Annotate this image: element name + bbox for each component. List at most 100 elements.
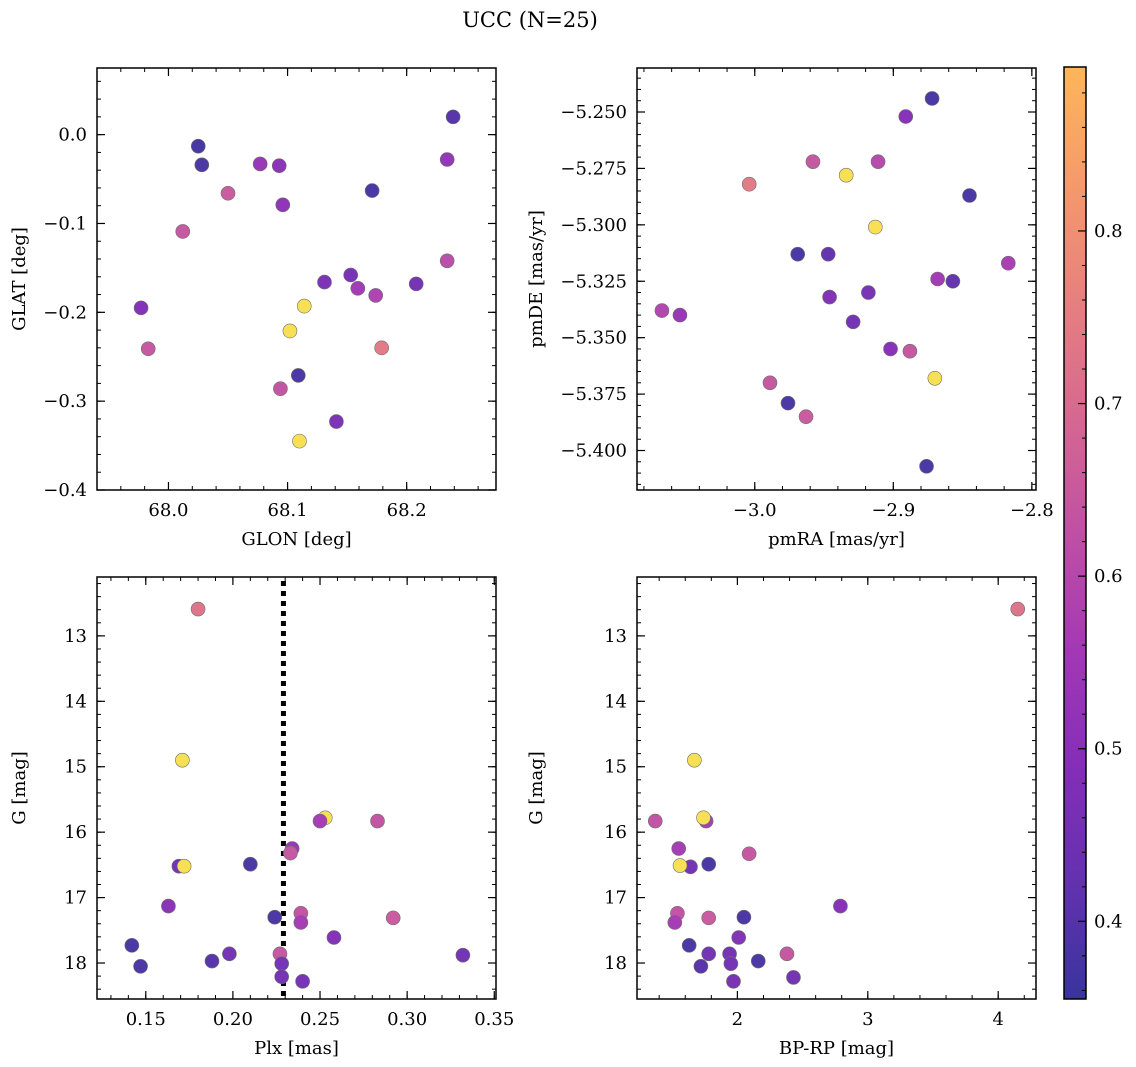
y-tick-label: 15 xyxy=(64,757,87,778)
data-point xyxy=(919,459,934,474)
data-point xyxy=(368,288,384,303)
data-point xyxy=(175,224,191,239)
data-point xyxy=(902,343,918,359)
figure-title: UCC (N=25) xyxy=(462,8,598,32)
data-point xyxy=(672,307,688,323)
data-point xyxy=(271,158,287,174)
data-point xyxy=(731,930,747,945)
scatter-panel-1: 68.0 68.1 68.2 −0.4 −0.3 −0.2 −0.1 0.0 GLON [deg… xyxy=(9,67,497,550)
y-tick-label: 0.0 xyxy=(58,125,87,146)
y-tick-label: 13 xyxy=(604,626,627,647)
data-point xyxy=(930,271,945,287)
data-point xyxy=(292,433,307,449)
colorbar-tick-label: 0.6 xyxy=(1094,566,1123,587)
data-point xyxy=(870,154,886,169)
y-tick-label: 18 xyxy=(604,953,627,974)
data-point xyxy=(317,274,332,290)
colorbar-tick-label: 0.5 xyxy=(1094,739,1123,760)
y-axis-label: G [mag] xyxy=(526,751,547,824)
data-point xyxy=(133,300,149,316)
x-axis-label: GLON [deg] xyxy=(241,529,351,550)
data-point xyxy=(654,303,670,318)
data-point xyxy=(741,846,757,862)
data-point xyxy=(750,953,766,969)
data-point xyxy=(370,813,385,829)
colorbar-frame xyxy=(1063,66,1087,1000)
data-point xyxy=(364,183,380,198)
data-point xyxy=(343,267,358,283)
data-point xyxy=(762,375,778,391)
data-point xyxy=(820,246,836,262)
data-point xyxy=(701,910,717,926)
data-point xyxy=(861,285,876,300)
y-tick-label: −0.1 xyxy=(43,213,87,234)
data-point xyxy=(293,915,309,930)
x-tick-label: −3.0 xyxy=(733,500,777,521)
data-point xyxy=(252,156,268,172)
data-point xyxy=(701,946,717,962)
data-point xyxy=(736,909,752,925)
axes-frame xyxy=(96,576,497,1000)
data-point xyxy=(1000,255,1016,271)
y-tick-label: 18 xyxy=(64,953,87,974)
data-point xyxy=(927,370,943,386)
y-tick-label: 17 xyxy=(64,888,87,909)
data-point xyxy=(845,314,861,330)
x-tick-label: 68.1 xyxy=(268,500,308,521)
data-point xyxy=(883,341,898,357)
data-point xyxy=(445,109,461,125)
data-point xyxy=(693,958,709,974)
data-point xyxy=(175,752,190,768)
data-point xyxy=(312,813,328,829)
data-point xyxy=(222,946,237,962)
x-tick-label: 0.15 xyxy=(126,1009,166,1030)
y-tick-label: 17 xyxy=(604,888,627,909)
data-point xyxy=(326,930,342,945)
data-point xyxy=(133,958,148,974)
data-point xyxy=(124,938,140,953)
y-tick-label: −0.3 xyxy=(43,391,87,412)
data-point xyxy=(290,368,306,383)
data-point xyxy=(867,219,883,235)
data-point xyxy=(140,341,156,357)
data-point xyxy=(439,152,455,167)
data-point xyxy=(385,910,401,926)
x-tick-label: 4 xyxy=(992,1009,1003,1030)
data-point xyxy=(798,409,814,424)
data-point xyxy=(204,953,220,969)
data-point xyxy=(161,898,176,914)
data-point xyxy=(681,938,697,953)
data-point xyxy=(962,188,977,203)
data-point xyxy=(723,956,739,971)
data-point xyxy=(408,276,424,292)
data-point xyxy=(190,601,206,617)
data-point xyxy=(647,813,663,829)
data-point xyxy=(838,167,854,183)
data-point xyxy=(672,858,688,873)
scatter-panel-2: −3.0 −2.9 −2.8 −5.400 −5.375 −5.350 −5.325 −5.3… xyxy=(526,67,1054,550)
y-tick-label: −5.400 xyxy=(560,441,627,462)
data-point xyxy=(924,91,940,106)
data-point xyxy=(282,323,298,339)
data-point xyxy=(295,974,310,989)
data-point xyxy=(667,915,683,930)
colorbar-tick-label: 0.4 xyxy=(1094,911,1123,932)
y-tick-label: 16 xyxy=(64,822,87,843)
y-tick-label: 13 xyxy=(64,626,87,647)
x-tick-label: 68.2 xyxy=(387,500,427,521)
y-tick-label: 16 xyxy=(604,822,627,843)
data-point xyxy=(786,970,801,985)
data-point xyxy=(350,281,366,296)
data-point xyxy=(671,841,687,856)
data-point xyxy=(273,381,288,397)
y-tick-label: −0.2 xyxy=(43,302,87,323)
x-tick-label: 0.20 xyxy=(213,1009,253,1030)
scatter-panel-4: 2 3 4 13 14 15 16 17 18 BP-RP [mag] G [mag] xyxy=(526,576,1037,1059)
x-axis-label: BP-RP [mag] xyxy=(779,1038,894,1059)
y-tick-label: −5.375 xyxy=(560,384,627,405)
data-point xyxy=(329,414,344,429)
data-point xyxy=(283,845,298,861)
data-point xyxy=(790,246,806,262)
axes-frame xyxy=(636,67,1037,491)
y-tick-label: 14 xyxy=(604,691,627,712)
